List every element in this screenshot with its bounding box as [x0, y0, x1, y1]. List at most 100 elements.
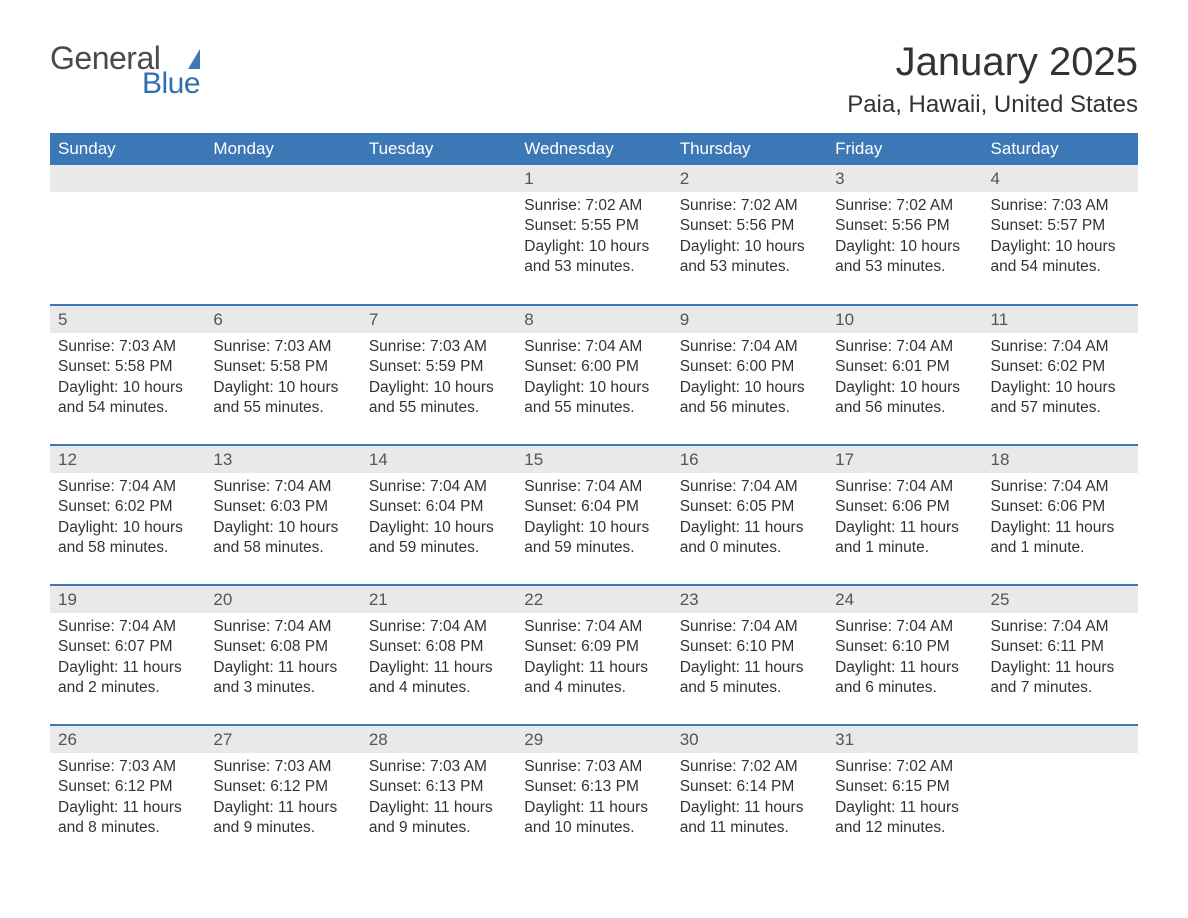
sunrise-line: Sunrise: 7:04 AM: [680, 617, 819, 637]
day-details: Sunrise: 7:03 AMSunset: 6:12 PMDaylight:…: [205, 753, 360, 851]
sunset-line: Sunset: 5:56 PM: [680, 216, 819, 236]
day-details: Sunrise: 7:04 AMSunset: 6:05 PMDaylight:…: [672, 473, 827, 571]
day-number: 19: [50, 586, 205, 613]
sunset-line: Sunset: 5:59 PM: [369, 357, 508, 377]
day-number: 20: [205, 586, 360, 613]
daylight-line: Daylight: 10 hours and 56 minutes.: [680, 378, 819, 419]
day-number: 8: [516, 306, 671, 333]
daylight-line: Daylight: 10 hours and 56 minutes.: [835, 378, 974, 419]
calendar-cell: 5Sunrise: 7:03 AMSunset: 5:58 PMDaylight…: [50, 305, 205, 445]
sunrise-line: Sunrise: 7:02 AM: [680, 757, 819, 777]
calendar-cell: 21Sunrise: 7:04 AMSunset: 6:08 PMDayligh…: [361, 585, 516, 725]
day-number: 6: [205, 306, 360, 333]
sunset-line: Sunset: 6:02 PM: [58, 497, 197, 517]
day-number: 18: [983, 446, 1138, 473]
day-number: 15: [516, 446, 671, 473]
daylight-line: Daylight: 11 hours and 2 minutes.: [58, 658, 197, 699]
day-details: Sunrise: 7:02 AMSunset: 6:14 PMDaylight:…: [672, 753, 827, 851]
sunrise-line: Sunrise: 7:04 AM: [835, 477, 974, 497]
day-number: 24: [827, 586, 982, 613]
sunrise-line: Sunrise: 7:04 AM: [991, 617, 1130, 637]
weekday-header-row: SundayMondayTuesdayWednesdayThursdayFrid…: [50, 133, 1138, 165]
sunrise-line: Sunrise: 7:03 AM: [369, 757, 508, 777]
day-details: Sunrise: 7:04 AMSunset: 6:09 PMDaylight:…: [516, 613, 671, 711]
calendar-week: 12Sunrise: 7:04 AMSunset: 6:02 PMDayligh…: [50, 445, 1138, 585]
sunrise-line: Sunrise: 7:03 AM: [524, 757, 663, 777]
calendar-cell: 30Sunrise: 7:02 AMSunset: 6:14 PMDayligh…: [672, 725, 827, 865]
day-details: Sunrise: 7:04 AMSunset: 6:07 PMDaylight:…: [50, 613, 205, 711]
sunrise-line: Sunrise: 7:03 AM: [213, 337, 352, 357]
sunset-line: Sunset: 6:10 PM: [835, 637, 974, 657]
daylight-line: Daylight: 11 hours and 7 minutes.: [991, 658, 1130, 699]
sunset-line: Sunset: 6:04 PM: [524, 497, 663, 517]
day-details: Sunrise: 7:04 AMSunset: 6:06 PMDaylight:…: [983, 473, 1138, 571]
sunrise-line: Sunrise: 7:02 AM: [835, 196, 974, 216]
day-details: Sunrise: 7:03 AMSunset: 6:12 PMDaylight:…: [50, 753, 205, 851]
sunrise-line: Sunrise: 7:04 AM: [991, 337, 1130, 357]
day-number: 4: [983, 165, 1138, 192]
calendar-cell: 20Sunrise: 7:04 AMSunset: 6:08 PMDayligh…: [205, 585, 360, 725]
day-details: Sunrise: 7:04 AMSunset: 6:08 PMDaylight:…: [361, 613, 516, 711]
sunrise-line: Sunrise: 7:03 AM: [991, 196, 1130, 216]
sunset-line: Sunset: 6:07 PM: [58, 637, 197, 657]
daylight-line: Daylight: 11 hours and 11 minutes.: [680, 798, 819, 839]
day-details: Sunrise: 7:03 AMSunset: 6:13 PMDaylight:…: [516, 753, 671, 851]
daylight-line: Daylight: 11 hours and 5 minutes.: [680, 658, 819, 699]
daylight-line: Daylight: 11 hours and 1 minute.: [991, 518, 1130, 559]
day-number: 3: [827, 165, 982, 192]
day-details: Sunrise: 7:04 AMSunset: 6:02 PMDaylight:…: [983, 333, 1138, 431]
calendar-cell: [205, 165, 360, 305]
calendar-cell: 17Sunrise: 7:04 AMSunset: 6:06 PMDayligh…: [827, 445, 982, 585]
calendar-cell: [983, 725, 1138, 865]
day-number: 30: [672, 726, 827, 753]
calendar-cell: 6Sunrise: 7:03 AMSunset: 5:58 PMDaylight…: [205, 305, 360, 445]
day-number: 27: [205, 726, 360, 753]
day-number: 16: [672, 446, 827, 473]
sunset-line: Sunset: 6:12 PM: [213, 777, 352, 797]
day-details: Sunrise: 7:04 AMSunset: 6:10 PMDaylight:…: [672, 613, 827, 711]
day-details: Sunrise: 7:04 AMSunset: 6:00 PMDaylight:…: [672, 333, 827, 431]
sunrise-line: Sunrise: 7:04 AM: [524, 617, 663, 637]
day-details: Sunrise: 7:04 AMSunset: 6:00 PMDaylight:…: [516, 333, 671, 431]
day-details: Sunrise: 7:03 AMSunset: 5:58 PMDaylight:…: [205, 333, 360, 431]
day-number-empty: [361, 165, 516, 192]
sunrise-line: Sunrise: 7:03 AM: [58, 757, 197, 777]
daylight-line: Daylight: 11 hours and 0 minutes.: [680, 518, 819, 559]
daylight-line: Daylight: 11 hours and 4 minutes.: [369, 658, 508, 699]
day-number-empty: [205, 165, 360, 192]
sunrise-line: Sunrise: 7:04 AM: [680, 477, 819, 497]
sunrise-line: Sunrise: 7:04 AM: [835, 337, 974, 357]
sunset-line: Sunset: 6:14 PM: [680, 777, 819, 797]
daylight-line: Daylight: 11 hours and 9 minutes.: [213, 798, 352, 839]
calendar-cell: 19Sunrise: 7:04 AMSunset: 6:07 PMDayligh…: [50, 585, 205, 725]
sunrise-line: Sunrise: 7:04 AM: [213, 477, 352, 497]
daylight-line: Daylight: 10 hours and 53 minutes.: [835, 237, 974, 278]
day-number: 7: [361, 306, 516, 333]
sunset-line: Sunset: 6:00 PM: [680, 357, 819, 377]
day-number: 25: [983, 586, 1138, 613]
calendar-cell: 26Sunrise: 7:03 AMSunset: 6:12 PMDayligh…: [50, 725, 205, 865]
calendar-week: 26Sunrise: 7:03 AMSunset: 6:12 PMDayligh…: [50, 725, 1138, 865]
day-number-empty: [50, 165, 205, 192]
logo-text-blue: Blue: [142, 67, 200, 101]
sunset-line: Sunset: 6:13 PM: [369, 777, 508, 797]
calendar-cell: 29Sunrise: 7:03 AMSunset: 6:13 PMDayligh…: [516, 725, 671, 865]
daylight-line: Daylight: 11 hours and 6 minutes.: [835, 658, 974, 699]
weekday-header: Monday: [205, 133, 360, 165]
weekday-header: Saturday: [983, 133, 1138, 165]
day-details: Sunrise: 7:02 AMSunset: 5:55 PMDaylight:…: [516, 192, 671, 290]
calendar-cell: [361, 165, 516, 305]
calendar-week: 19Sunrise: 7:04 AMSunset: 6:07 PMDayligh…: [50, 585, 1138, 725]
day-details: Sunrise: 7:02 AMSunset: 6:15 PMDaylight:…: [827, 753, 982, 851]
sunrise-line: Sunrise: 7:03 AM: [58, 337, 197, 357]
header: General Blue January 2025 Paia, Hawaii, …: [50, 40, 1138, 119]
day-details: Sunrise: 7:04 AMSunset: 6:08 PMDaylight:…: [205, 613, 360, 711]
calendar-cell: [50, 165, 205, 305]
day-details: Sunrise: 7:04 AMSunset: 6:10 PMDaylight:…: [827, 613, 982, 711]
day-details: Sunrise: 7:03 AMSunset: 5:59 PMDaylight:…: [361, 333, 516, 431]
daylight-line: Daylight: 10 hours and 55 minutes.: [524, 378, 663, 419]
sunset-line: Sunset: 6:02 PM: [991, 357, 1130, 377]
calendar-table: SundayMondayTuesdayWednesdayThursdayFrid…: [50, 133, 1138, 865]
daylight-line: Daylight: 10 hours and 54 minutes.: [58, 378, 197, 419]
daylight-line: Daylight: 11 hours and 1 minute.: [835, 518, 974, 559]
